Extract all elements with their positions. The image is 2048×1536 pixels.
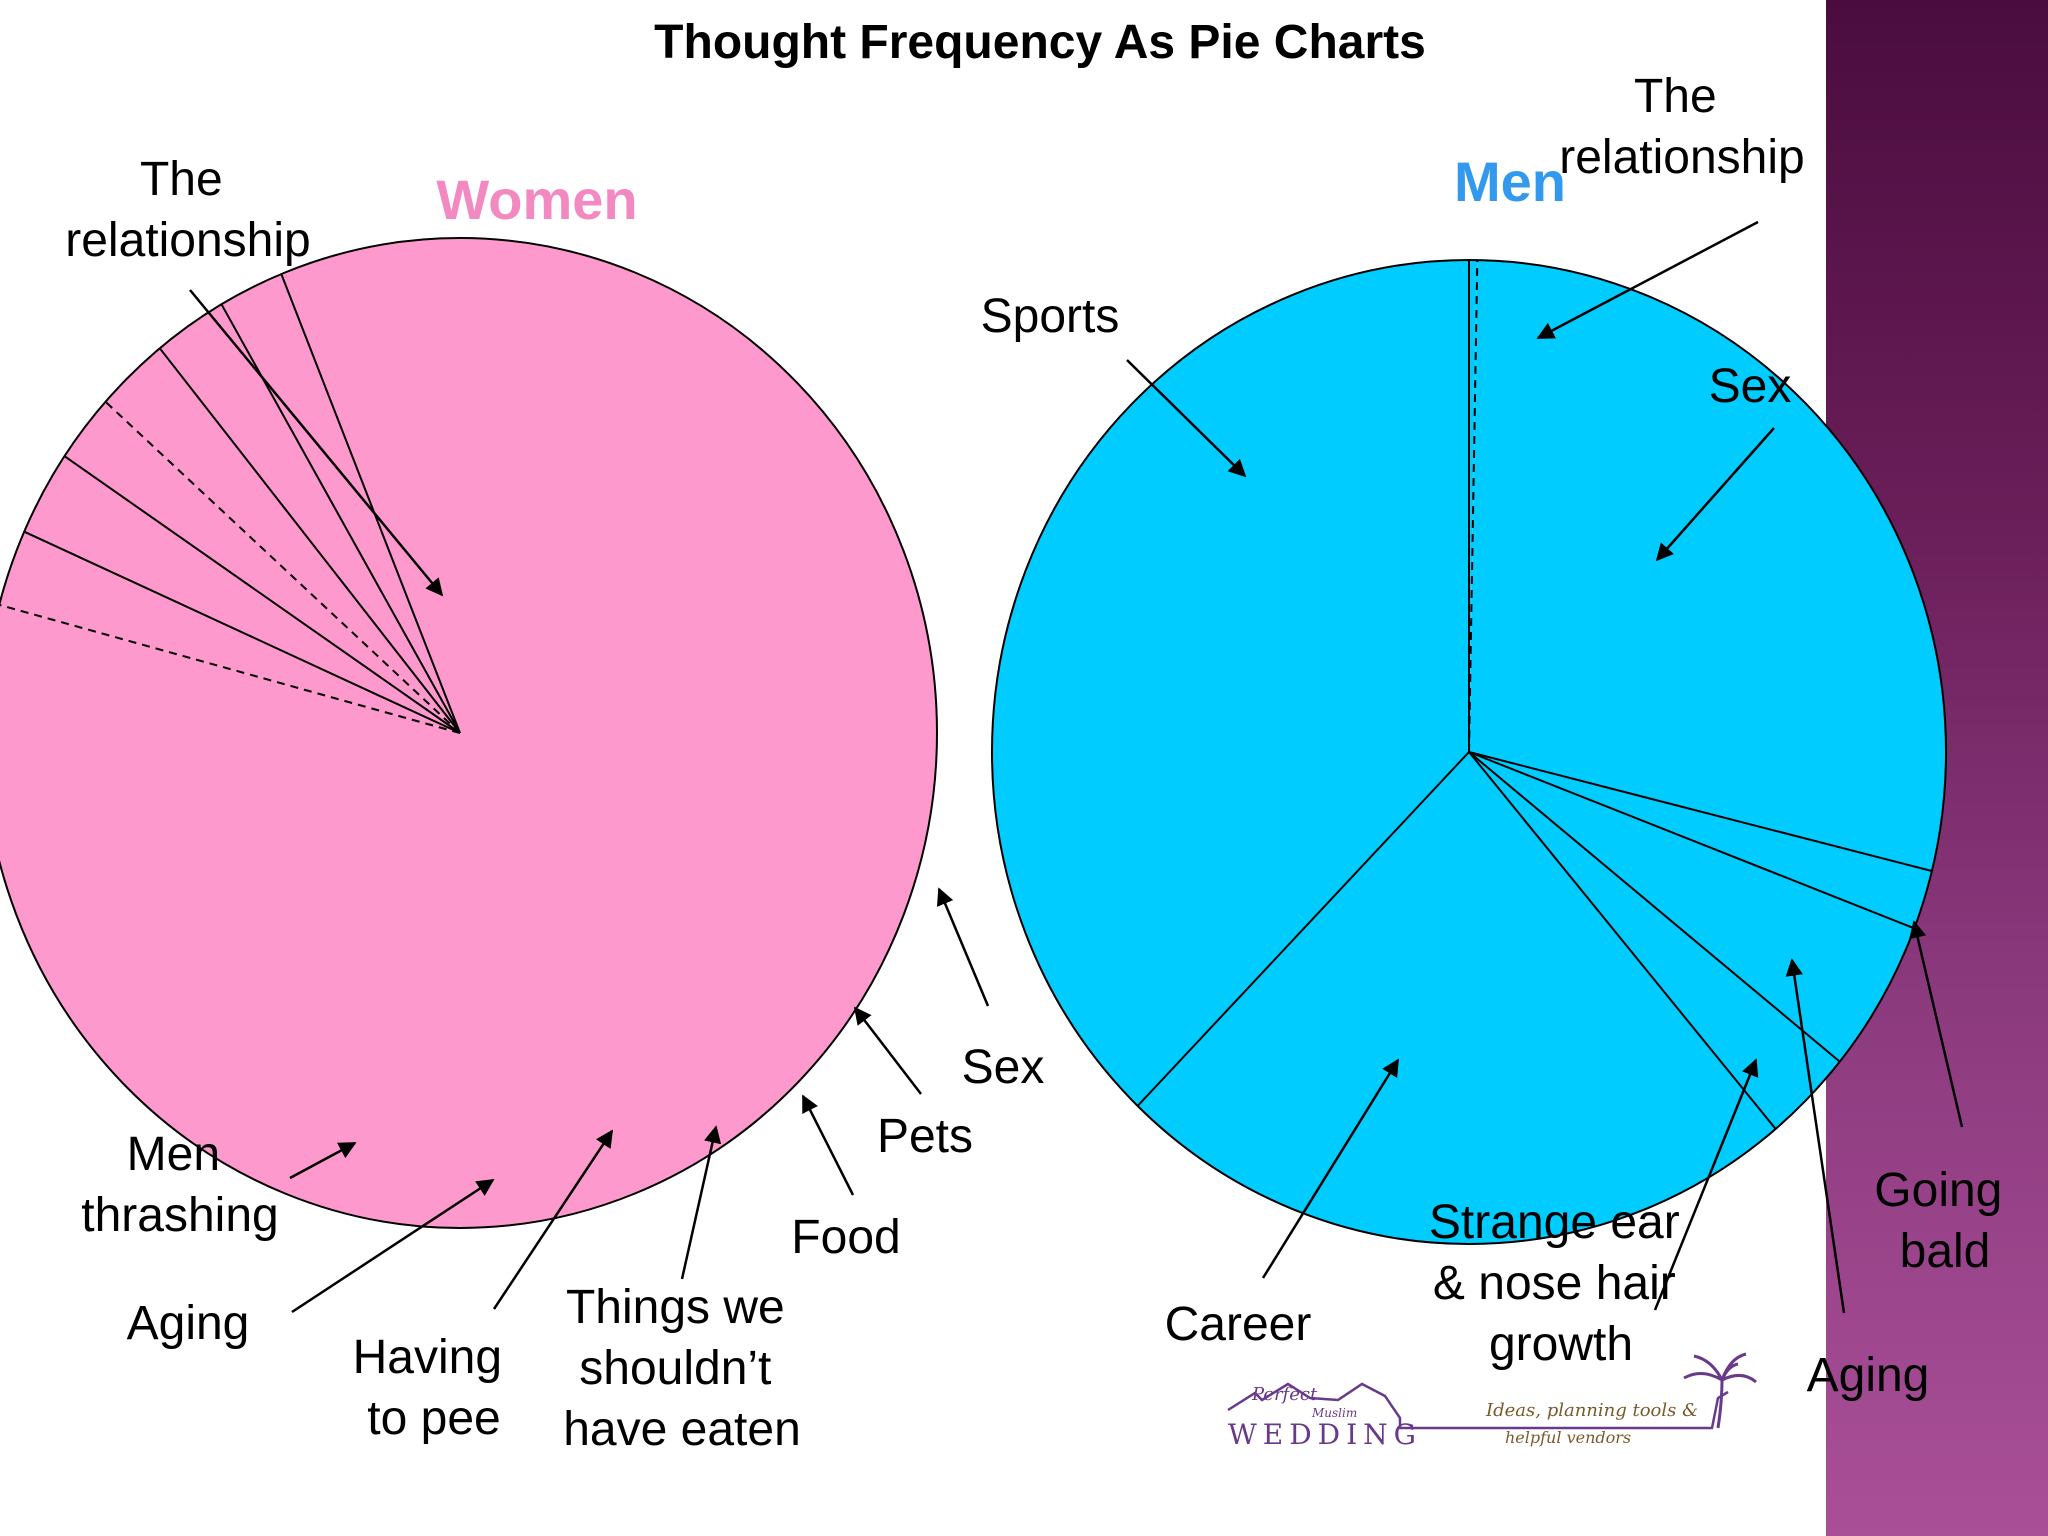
men-boundary-sports [1136,751,1470,1107]
women-slice-men-thrashing [281,238,460,733]
men-label-aging: Aging [1807,1349,1930,1402]
women-label-food: Food [791,1211,900,1264]
leader-arrow-women-thrashing [289,1141,357,1180]
women-boundary-sex [0,604,461,734]
women-label-things-we-shouldnt-have-eaten: Things we shouldn’t have eaten [563,1281,801,1456]
men-label-career: Career [1165,1298,1312,1351]
leader-arrow-men-sports [1126,359,1247,478]
women-slice-pets [24,456,461,733]
men-label-sports: Sports [981,290,1120,343]
men-slice-career [1137,752,1776,1244]
men-label-strange-ear-nose-hair-growth: Strange ear & nose hair growth [1429,1196,1693,1371]
women-slice-aging [221,274,460,733]
women-slices [0,238,937,1228]
women-slice-food [64,401,461,733]
men-label-relationship: The relationship [1559,70,1804,184]
leader-arrow-women-relationship [189,289,444,597]
leader-arrow-women-things [680,1125,722,1280]
women-label-sex: Sex [962,1041,1045,1094]
women-slice-things-we-shouldn-t-have-eaten [105,348,461,733]
women-pie-title: Women [436,168,637,231]
leader-arrow-men-relationship [1536,220,1759,340]
leader-arrow-men-ear [1653,1058,1759,1311]
logo-perfect-text: Perfect [1251,1384,1318,1405]
men-pie: Men [991,150,1947,1245]
men-slice-aging [1469,752,1915,1062]
women-slice-sex [0,531,460,733]
leader-arrow-men-bald [1909,920,1964,1128]
men-boundary-going-bald [1468,751,1933,872]
perfect-muslim-wedding-logo: Perfect Muslim WEDDING Ideas, planning t… [1227,1352,1757,1451]
leader-arrow-women-pets [853,1006,922,1095]
women-label-relationship: The relationship [65,153,310,267]
men-label-sex: Sex [1709,360,1792,413]
logo-tagline-line1: Ideas, planning tools & [1485,1400,1698,1421]
men-slice-going-bald [1469,752,1932,929]
women-label-aging: Aging [127,1297,250,1350]
men-slice-strange-ear-nose-hair-growth [1469,752,1840,1129]
women-pie: Women [0,168,938,1229]
chart-title: Thought Frequency As Pie Charts [654,16,1426,69]
women-boundary-having-to-pee [159,347,461,734]
leader-arrow-men-sex [1655,427,1775,562]
leader-arrow-women-aging [291,1178,495,1314]
women-label-pets: Pets [877,1110,973,1163]
leader-arrow-men-career [1261,1058,1400,1279]
logo-tagline-line2: helpful vendors [1505,1428,1631,1447]
men-boundary-sex [1468,260,1479,753]
logo-skyline [1227,1382,1729,1430]
men-slice-sex [1469,260,1947,872]
women-label-men-thrashing: Men thrashing [81,1128,278,1242]
men-pie-title: Men [1454,150,1566,213]
men-boundary-career [1468,751,1777,1130]
women-slice-having-to-pee [159,304,460,733]
men-slice-sports [991,260,1469,1106]
women-boundary-men-thrashing [280,273,461,734]
men-slice-boundaries [991,259,1947,1245]
men-boundary-strange-ear-nose-hair-growth [1468,751,1841,1063]
leader-arrow-women-sex [937,887,990,1007]
label-leader-arrows [189,220,1964,1314]
women-pie-outline [0,237,938,1229]
women-boundary-pets [23,530,461,734]
logo-muslim-text: Muslim [1311,1406,1357,1420]
men-slices [991,259,1947,1244]
women-label-having-to-pee: Having to pee [353,1331,516,1445]
leader-arrow-women-food [801,1094,855,1196]
men-label-going-bald: Going bald [1874,1164,2015,1278]
leader-arrow-women-pee [492,1129,614,1310]
men-boundary-aging [1468,751,1915,930]
leader-arrow-men-aging [1785,958,1846,1314]
women-boundary-food [63,455,461,734]
women-boundary-things-we-shouldn-t-have-eaten [104,401,461,734]
logo-wedding-text: WEDDING [1228,1418,1422,1451]
women-slice-the-relationship [0,238,937,1228]
palm-tree-icon [1683,1352,1757,1429]
